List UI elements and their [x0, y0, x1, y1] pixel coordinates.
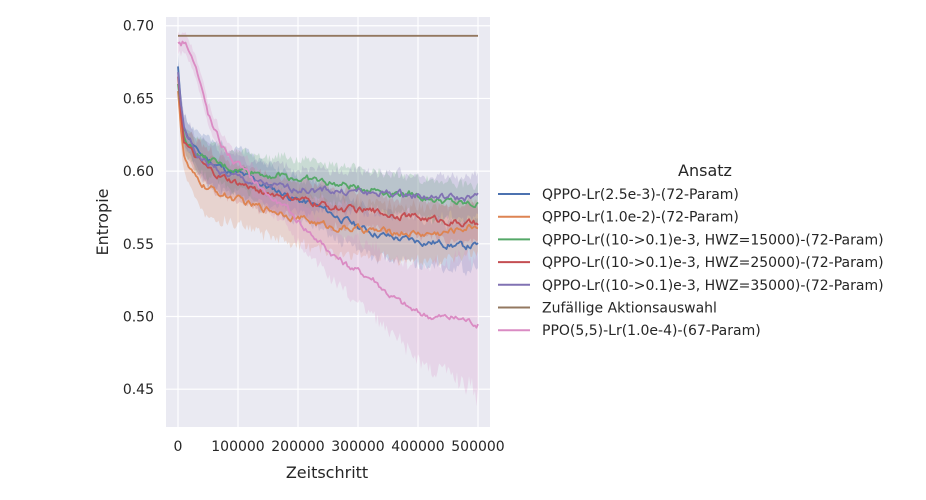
x-tick-label: 500000: [451, 439, 504, 455]
y-tick-labels: 0.45 0.50 0.55 0.60 0.65 0.70: [123, 19, 154, 398]
y-tick-label: 0.70: [123, 19, 154, 35]
series-band: [178, 31, 478, 407]
y-axis-label: Entropie: [93, 189, 112, 256]
series-line: [177, 66, 479, 251]
x-tick-label: 100000: [211, 439, 264, 455]
y-tick-label: 0.60: [123, 164, 154, 180]
y-tick-label: 0.50: [123, 310, 154, 326]
legend-entry: QPPO-Lr(1.0e-2)-(72-Param): [542, 210, 739, 226]
y-tick-label: 0.55: [123, 237, 154, 253]
legend-entry: QPPO-Lr((10->0.1)e-3, HWZ=25000)-(72-Par…: [542, 255, 884, 271]
legend-entry: QPPO-Lr(2.5e-3)-(72-Param): [542, 187, 739, 203]
y-tick-label: 0.65: [123, 91, 154, 107]
series-line: [177, 72, 479, 202]
legend: Ansatz QPPO-Lr(2.5e-3)-(72-Param) QPPO-Lr…: [498, 161, 884, 339]
series-line: [177, 40, 479, 329]
series-band: [178, 65, 478, 247]
series-band: [178, 76, 478, 267]
series-line: [177, 91, 479, 238]
x-tick-label: 300000: [331, 439, 384, 455]
x-tick-labels: 0 100000 200000 300000 400000 500000: [174, 439, 505, 455]
x-tick-label: 0: [174, 439, 183, 455]
legend-entry: Zufällige Aktionsauswahl: [542, 301, 717, 317]
legend-entry: QPPO-Lr((10->0.1)e-3, HWZ=35000)-(72-Par…: [542, 278, 884, 294]
y-tick-label: 0.45: [123, 382, 154, 398]
x-axis-label: Zeitschritt: [286, 463, 368, 482]
legend-title: Ansatz: [678, 161, 732, 180]
legend-entry: PPO(5,5)-Lr(1.0e-4)-(67-Param): [542, 323, 761, 339]
plot-background: [166, 17, 490, 427]
series-band: [178, 52, 478, 277]
series-lines: [177, 34, 479, 329]
legend-entry: QPPO-Lr((10->0.1)e-3, HWZ=15000)-(72-Par…: [542, 232, 884, 248]
x-tick-label: 400000: [391, 439, 444, 455]
x-tick-label: 200000: [271, 439, 324, 455]
series-line: [177, 76, 479, 228]
series-band: [178, 74, 478, 228]
